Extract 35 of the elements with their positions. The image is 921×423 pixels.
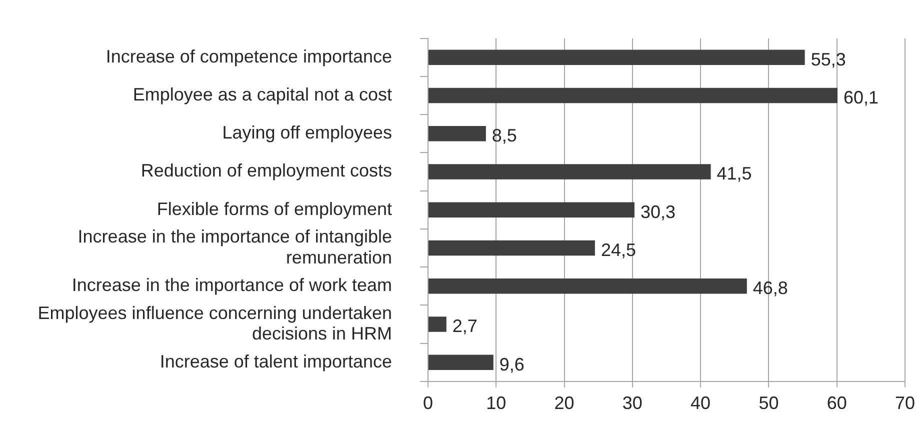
data-label: 24,5 <box>600 240 636 260</box>
y-tick-label: Increase in the importance of work team <box>72 275 392 296</box>
bar <box>428 50 805 66</box>
data-label: 46,8 <box>752 278 788 298</box>
x-tick-label: 30 <box>622 393 642 414</box>
bar <box>428 88 838 104</box>
bar <box>428 202 634 218</box>
x-tick-label: 10 <box>486 393 506 414</box>
data-label: 2,7 <box>452 316 478 336</box>
x-tick-label: 50 <box>758 393 779 414</box>
bar <box>428 316 446 332</box>
data-label: 30,3 <box>640 202 676 222</box>
data-label: 9,6 <box>499 354 524 374</box>
y-tick-label: Increase of competence importance <box>106 46 392 66</box>
data-label: 60,1 <box>844 87 879 108</box>
x-tick-label: 20 <box>554 393 574 414</box>
x-tick-label: 0 <box>422 393 434 414</box>
y-tick-label: Increase of talent importance <box>160 351 392 372</box>
data-label: 55,3 <box>810 49 846 70</box>
bar <box>428 240 595 256</box>
bar <box>428 354 494 370</box>
x-tick-label: 40 <box>690 393 711 414</box>
x-tick-label: 70 <box>894 393 916 414</box>
data-label: 41,5 <box>716 164 752 184</box>
y-tick-label: Flexible forms of employment <box>156 198 392 219</box>
bar <box>428 164 711 180</box>
y-tick-label: Employees influence concerning undertaken decisions in HRM <box>38 302 392 344</box>
bar <box>428 126 486 142</box>
y-tick-label: Employee as a capital not a cost <box>132 84 392 104</box>
bar <box>428 278 747 294</box>
y-tick-label: Reduction of employment costs <box>140 160 392 181</box>
x-tick-label: 60 <box>826 393 847 414</box>
data-label: 8,5 <box>492 126 517 146</box>
y-tick-label: Laying off employees <box>222 122 392 143</box>
y-tick-label: Increase in the importance of intangible remuneration <box>78 226 392 268</box>
